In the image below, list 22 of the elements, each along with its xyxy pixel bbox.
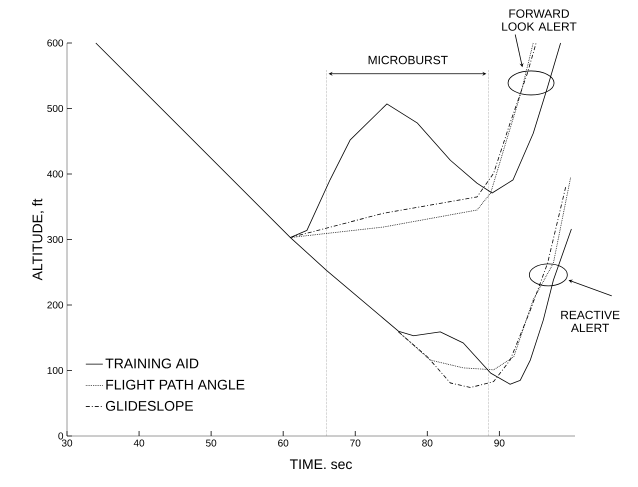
annotation: REACTIVE ALERT [561, 310, 620, 332]
x-tick-label: 60 [278, 440, 288, 447]
x-axis-title: TIME. sec [290, 459, 352, 470]
x-tick-label: 50 [206, 440, 216, 447]
y-tick-label: 600 [47, 39, 64, 47]
x-tick-label: 30 [62, 440, 72, 447]
y-tick-label: 0 [58, 432, 64, 440]
y-tick-label: 500 [47, 104, 64, 112]
legend-label: FLIGHT PATH ANGLE [106, 380, 244, 390]
y-tick-label: 100 [48, 366, 64, 374]
text: FORWARD LOOK ALERT [502, 9, 576, 31]
x-tick-label: 90 [494, 440, 504, 447]
y-axis-title: ALTITUDE, ft [32, 198, 44, 280]
legend-label: GLIDESLOPE [106, 400, 193, 411]
x-tick-label: 80 [422, 440, 432, 447]
y-tick-label: 300 [47, 236, 64, 244]
annotation: MICROBURST [368, 56, 448, 64]
y-tick-label: 200 [47, 301, 64, 309]
legend-label: TRAINING AID [106, 358, 198, 368]
y-tick-label: 400 [47, 170, 64, 178]
x-tick-label: 70 [350, 440, 360, 447]
x-tick-label: 40 [134, 440, 144, 447]
